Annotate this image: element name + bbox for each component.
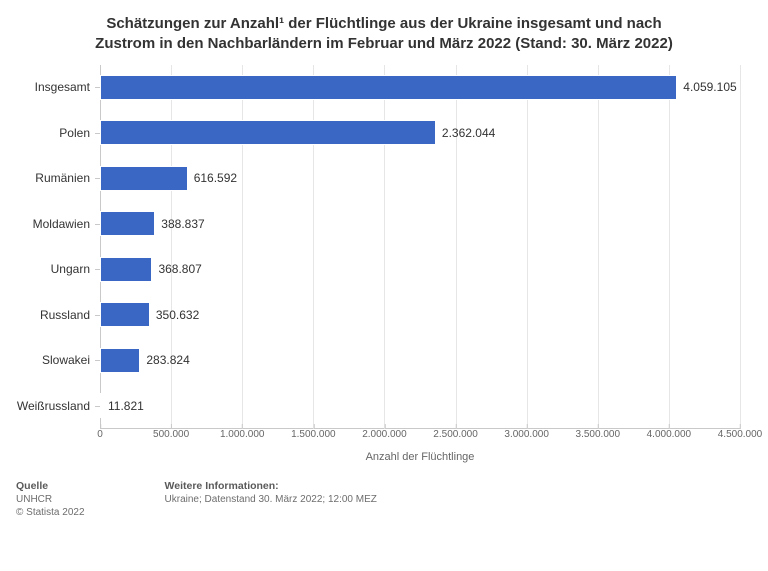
x-tick-label: 1.000.000 — [220, 429, 265, 440]
x-tick-label: 500.000 — [153, 429, 189, 440]
x-tick-mark — [527, 424, 528, 429]
x-tick-label: 2.000.000 — [362, 429, 407, 440]
x-tick-label: 3.500.000 — [576, 429, 621, 440]
bar-chart: Insgesamt4.059.105Polen2.362.044Rumänien… — [100, 65, 740, 465]
category-label: Ungarn — [0, 262, 100, 276]
value-label: 4.059.105 — [677, 80, 736, 94]
info-heading: Weitere Informationen: — [165, 479, 377, 493]
bar — [100, 120, 436, 145]
x-tick-mark — [100, 424, 101, 429]
category-label: Weißrussland — [0, 399, 100, 413]
value-label: 11.821 — [102, 399, 144, 413]
bar-row: Slowakei283.824 — [100, 338, 740, 384]
source-block: Quelle UNHCR © Statista 2022 — [16, 479, 85, 520]
category-tick — [95, 360, 100, 361]
category-tick — [95, 269, 100, 270]
value-label: 616.592 — [188, 171, 237, 185]
plot-area: Insgesamt4.059.105Polen2.362.044Rumänien… — [100, 65, 740, 429]
category-label: Insgesamt — [0, 80, 100, 94]
x-tick-mark — [242, 424, 243, 429]
x-tick-label: 4.000.000 — [647, 429, 692, 440]
info-line: Ukraine; Datenstand 30. März 2022; 12:00… — [165, 493, 377, 507]
title-line-1: Schätzungen zur Anzahl¹ der Flüchtlinge … — [106, 15, 661, 32]
bar — [100, 257, 152, 282]
bar-row: Russland350.632 — [100, 292, 740, 338]
category-label: Russland — [0, 308, 100, 322]
x-tick-mark — [669, 424, 670, 429]
copyright-line: © Statista 2022 — [16, 506, 85, 520]
value-label: 283.824 — [140, 353, 189, 367]
category-label: Polen — [0, 126, 100, 140]
category-tick — [95, 178, 100, 179]
bar — [100, 348, 140, 373]
category-tick — [95, 406, 100, 407]
info-block: Weitere Informationen: Ukraine; Datensta… — [165, 479, 377, 520]
x-tick-mark — [313, 424, 314, 429]
category-tick — [95, 87, 100, 88]
x-tick-mark — [598, 424, 599, 429]
bar-row: Ungarn368.807 — [100, 247, 740, 293]
category-tick — [95, 224, 100, 225]
x-tick-mark — [740, 424, 741, 429]
bar-row: Rumänien616.592 — [100, 156, 740, 202]
source-heading: Quelle — [16, 479, 85, 493]
bar — [100, 211, 155, 236]
x-tick-label: 0 — [97, 429, 103, 440]
category-tick — [95, 315, 100, 316]
bar — [100, 75, 677, 100]
title-line-2: Zustrom in den Nachbarländern im Februar… — [95, 35, 673, 52]
bar-row: Weißrussland11.821 — [100, 383, 740, 429]
x-tick-label: 2.500.000 — [433, 429, 478, 440]
chart-title: Schätzungen zur Anzahl¹ der Flüchtlinge … — [0, 0, 768, 65]
bar — [100, 302, 150, 327]
value-label: 388.837 — [155, 217, 204, 231]
bar-row: Moldawien388.837 — [100, 201, 740, 247]
bar — [100, 166, 188, 191]
category-tick — [95, 133, 100, 134]
value-label: 368.807 — [152, 262, 201, 276]
grid-line — [740, 65, 741, 429]
category-label: Slowakei — [0, 353, 100, 367]
x-axis-title: Anzahl der Flüchtlinge — [100, 451, 740, 463]
x-axis-ticks: 0 500.000 1.000.000 1.500.000 2.000.000 2.500… — [100, 429, 740, 443]
x-tick-label: 3.000.000 — [504, 429, 549, 440]
bar-row: Polen2.362.044 — [100, 110, 740, 156]
x-tick-mark — [384, 424, 385, 429]
category-label: Moldawien — [0, 217, 100, 231]
value-label: 350.632 — [150, 308, 199, 322]
value-label: 2.362.044 — [436, 126, 495, 140]
x-tick-label: 1.500.000 — [291, 429, 336, 440]
x-tick-mark — [171, 424, 172, 429]
x-tick-label: 4.500.000 — [718, 429, 763, 440]
chart-footer: Quelle UNHCR © Statista 2022 Weitere Inf… — [0, 465, 768, 520]
bar-row: Insgesamt4.059.105 — [100, 65, 740, 111]
x-tick-mark — [456, 424, 457, 429]
source-line: UNHCR — [16, 493, 85, 507]
category-label: Rumänien — [0, 171, 100, 185]
